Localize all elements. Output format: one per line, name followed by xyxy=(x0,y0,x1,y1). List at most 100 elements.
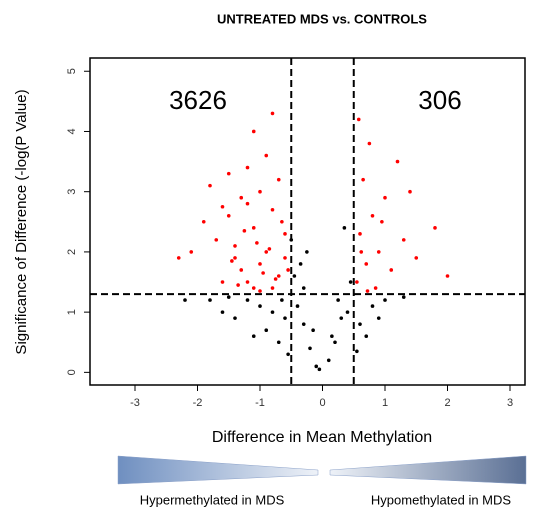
y-tick-label: 5 xyxy=(66,68,78,74)
point xyxy=(280,298,284,302)
point xyxy=(376,316,381,320)
point xyxy=(245,280,250,284)
point xyxy=(298,262,303,266)
point xyxy=(336,298,340,302)
point xyxy=(359,250,364,254)
point xyxy=(264,328,269,332)
direction-label: Hypermethylated in MDS xyxy=(140,492,285,507)
point xyxy=(308,346,312,351)
point xyxy=(236,283,240,287)
point xyxy=(276,340,281,345)
point xyxy=(348,280,353,284)
point xyxy=(214,238,219,242)
point xyxy=(261,271,265,275)
hyper-wedge xyxy=(117,455,319,485)
point xyxy=(314,364,319,369)
y-tick-label: 3 xyxy=(66,189,78,195)
point xyxy=(242,229,247,233)
point xyxy=(251,286,256,290)
point xyxy=(389,268,394,272)
point xyxy=(183,298,187,302)
direction-label: Hypomethylated in MDS xyxy=(371,492,511,507)
y-tick-label: 1 xyxy=(66,309,78,315)
point xyxy=(364,262,369,266)
point xyxy=(283,316,287,320)
point xyxy=(208,298,212,302)
point xyxy=(301,322,306,326)
point xyxy=(220,280,225,284)
plot-frame xyxy=(89,57,526,386)
x-tick-label: 3 xyxy=(507,397,513,409)
point xyxy=(258,304,262,308)
hypo-wedge xyxy=(329,455,527,485)
point xyxy=(189,250,194,254)
point xyxy=(330,334,334,339)
point xyxy=(355,349,359,354)
point xyxy=(383,195,387,200)
point xyxy=(364,334,369,339)
point xyxy=(267,247,272,251)
x-axis-label: Difference in Mean Methylation xyxy=(212,429,432,446)
point xyxy=(358,232,362,236)
point xyxy=(433,226,437,230)
point xyxy=(270,310,275,314)
point xyxy=(270,286,275,290)
point xyxy=(251,129,256,134)
y-tick-label: 2 xyxy=(66,249,78,255)
point xyxy=(280,220,284,224)
y-tick-label: 4 xyxy=(66,128,78,134)
point xyxy=(376,250,381,254)
point xyxy=(255,241,259,245)
point xyxy=(408,189,412,194)
point xyxy=(401,295,406,299)
x-tick-label: 1 xyxy=(382,397,388,409)
point xyxy=(286,352,290,357)
point xyxy=(342,226,347,230)
point xyxy=(373,286,378,290)
point xyxy=(292,274,297,278)
x-tick-label: -3 xyxy=(130,397,140,409)
point xyxy=(239,268,244,272)
x-tick-label: -1 xyxy=(255,397,265,409)
point xyxy=(367,141,372,146)
point xyxy=(295,304,300,308)
point xyxy=(311,328,315,332)
point xyxy=(356,117,361,122)
point xyxy=(270,207,275,212)
point xyxy=(245,201,250,206)
x-tick-label: 0 xyxy=(319,397,325,409)
point xyxy=(226,213,231,218)
x-tick-label: 2 xyxy=(444,397,450,409)
point xyxy=(445,274,450,278)
point xyxy=(230,259,234,263)
x-tick-label: -2 xyxy=(193,397,203,409)
point xyxy=(245,165,250,170)
point xyxy=(245,298,250,302)
point xyxy=(365,289,370,293)
point xyxy=(301,286,306,290)
point xyxy=(251,226,256,230)
point xyxy=(355,280,359,284)
point xyxy=(358,322,362,326)
point xyxy=(370,213,375,218)
point xyxy=(370,304,375,308)
point xyxy=(305,250,309,254)
point xyxy=(283,232,287,236)
point xyxy=(233,316,237,320)
point xyxy=(226,295,231,299)
point xyxy=(361,177,365,182)
point xyxy=(220,310,225,314)
point xyxy=(264,250,269,254)
point xyxy=(283,256,287,260)
point xyxy=(201,220,206,224)
point xyxy=(176,256,181,260)
point xyxy=(401,238,406,242)
annotation: 306 xyxy=(418,85,461,115)
chart-title: UNTREATED MDS vs. CONTROLS xyxy=(217,11,427,26)
point xyxy=(270,111,275,116)
point xyxy=(239,195,244,200)
point xyxy=(414,256,419,260)
point xyxy=(220,204,225,209)
